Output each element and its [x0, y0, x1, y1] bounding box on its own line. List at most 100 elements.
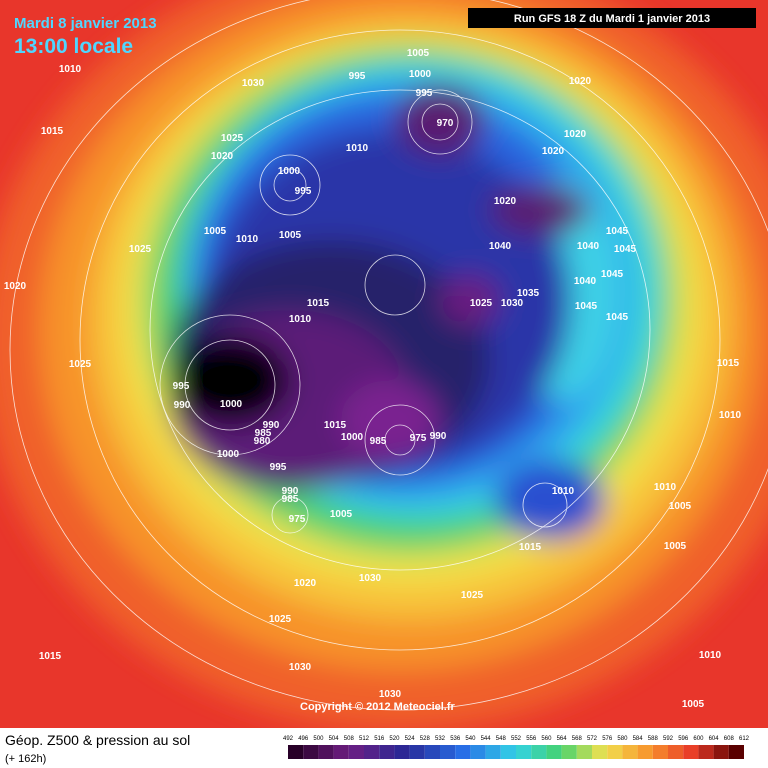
scale-swatch: [531, 745, 547, 759]
scale-label: 568: [572, 736, 583, 742]
isobar-label: 1015: [717, 358, 740, 369]
scale-swatch: [485, 745, 501, 759]
scale-swatch: [364, 745, 380, 759]
scale-label: 604: [709, 736, 720, 742]
scale-swatch: [637, 745, 653, 759]
scale-swatch: [713, 745, 729, 759]
field: 1010 1015 1030 1025 1020 995 1005 1000 995 970 102…: [0, 0, 768, 728]
isobar-label: 1000: [278, 166, 301, 177]
isobar-label: 1040: [577, 241, 600, 252]
isobar-label: 1030: [501, 298, 524, 309]
scale-swatch: [379, 745, 395, 759]
isobar-label: 1015: [519, 542, 542, 553]
isobar-label: 1005: [669, 501, 692, 512]
scale-swatch: [698, 745, 714, 759]
scale-swatch: [288, 745, 304, 759]
isobar-label: 985: [282, 494, 299, 505]
isobar-label: 995: [349, 71, 366, 82]
scale-swatch: [500, 745, 516, 759]
isobar-label: 1010: [719, 410, 742, 421]
isobar-label: 995: [295, 186, 312, 197]
scale-label: 528: [420, 736, 431, 742]
isobar-label: 1005: [682, 699, 705, 710]
scale-swatch: [394, 745, 410, 759]
scale-swatch: [333, 745, 349, 759]
isobar-label: 1040: [489, 241, 512, 252]
isobar-label: 990: [263, 420, 280, 431]
scale-label: 552: [511, 736, 522, 742]
isobar-label: 990: [282, 486, 299, 497]
scale-swatch: [318, 745, 334, 759]
scale-label: 608: [724, 736, 735, 742]
time: 13:00 locale: [14, 35, 133, 58]
isobar-label: 1020: [294, 578, 317, 589]
scale-label: 540: [465, 736, 476, 742]
scale-swatch: [576, 745, 592, 759]
isobar-label: 1025: [470, 298, 493, 309]
isobar-label: 1020: [542, 146, 565, 157]
scale-swatch: [470, 745, 486, 759]
isobar-label: 1045: [606, 312, 629, 323]
isobar-label: 1005: [330, 509, 353, 520]
isobar-label: 1000: [217, 449, 240, 460]
isobar-label: 1020: [4, 281, 27, 292]
isobar-label: 1025: [269, 614, 292, 625]
isobar-label: 995: [416, 88, 433, 99]
isobar-label: 1030: [359, 573, 382, 584]
scale-label: 556: [526, 736, 537, 742]
scale-label: 560: [541, 736, 552, 742]
scale-swatch: [668, 745, 684, 759]
isobar-label: 1005: [204, 226, 227, 237]
scale-label: 524: [405, 736, 416, 742]
scale-swatch: [409, 745, 425, 759]
scale-label: 592: [663, 736, 674, 742]
isobar-label: 985: [370, 436, 387, 447]
run-info: Run GFS 18 Z du Mardi 1 janvier 2013: [514, 13, 710, 25]
scale-label: 500: [313, 736, 324, 742]
isobar-label: 970: [437, 118, 454, 129]
isobar-label: 985: [255, 428, 272, 439]
scale-label: 496: [298, 736, 309, 742]
scale-swatch: [440, 745, 456, 759]
copyright: Copyright © 2012 Meteociel.fr: [300, 701, 456, 713]
scale-swatch: [424, 745, 440, 759]
isobar-label: 1020: [211, 151, 234, 162]
scale-label: 536: [450, 736, 461, 742]
isobar-label: 1000: [341, 432, 364, 443]
scale-label: 584: [633, 736, 644, 742]
isobar-label: 1020: [569, 76, 592, 87]
scale-label: 588: [648, 736, 659, 742]
isobar-label: 1005: [279, 230, 302, 241]
scale-swatch: [546, 745, 562, 759]
scale-label: 572: [587, 736, 598, 742]
scale-label: 612: [739, 736, 750, 742]
scale-label: 548: [496, 736, 507, 742]
scale-label: 532: [435, 736, 446, 742]
scale-label: 564: [557, 736, 568, 742]
isobar-label: 1030: [379, 689, 402, 700]
run-box: [468, 8, 756, 28]
isobar-label: 1030: [242, 78, 265, 89]
isobar-label: 1015: [307, 298, 330, 309]
isobar-label: 1000: [409, 69, 432, 80]
scale-swatch: [455, 745, 471, 759]
scale-label: 516: [374, 736, 385, 742]
isobar-label: 980: [254, 436, 271, 447]
isobar-label: 1020: [494, 196, 517, 207]
isobar-label: 990: [174, 400, 191, 411]
isobar-label: 1020: [564, 129, 587, 140]
isobar-label: 975: [289, 514, 306, 525]
scale-label: 512: [359, 736, 370, 742]
isobar-label: 1045: [601, 269, 624, 280]
isobar-label: 990: [430, 431, 447, 442]
isobar-label: 1010: [289, 314, 312, 325]
scale-swatch: [683, 745, 699, 759]
scale-label: 576: [602, 736, 613, 742]
scale-label: 492: [283, 736, 294, 742]
scale-swatch: [592, 745, 608, 759]
scale-swatch: [728, 745, 744, 759]
isobar-label: 1045: [575, 301, 598, 312]
legend-title: Géop. Z500 & pression au sol: [5, 732, 190, 748]
